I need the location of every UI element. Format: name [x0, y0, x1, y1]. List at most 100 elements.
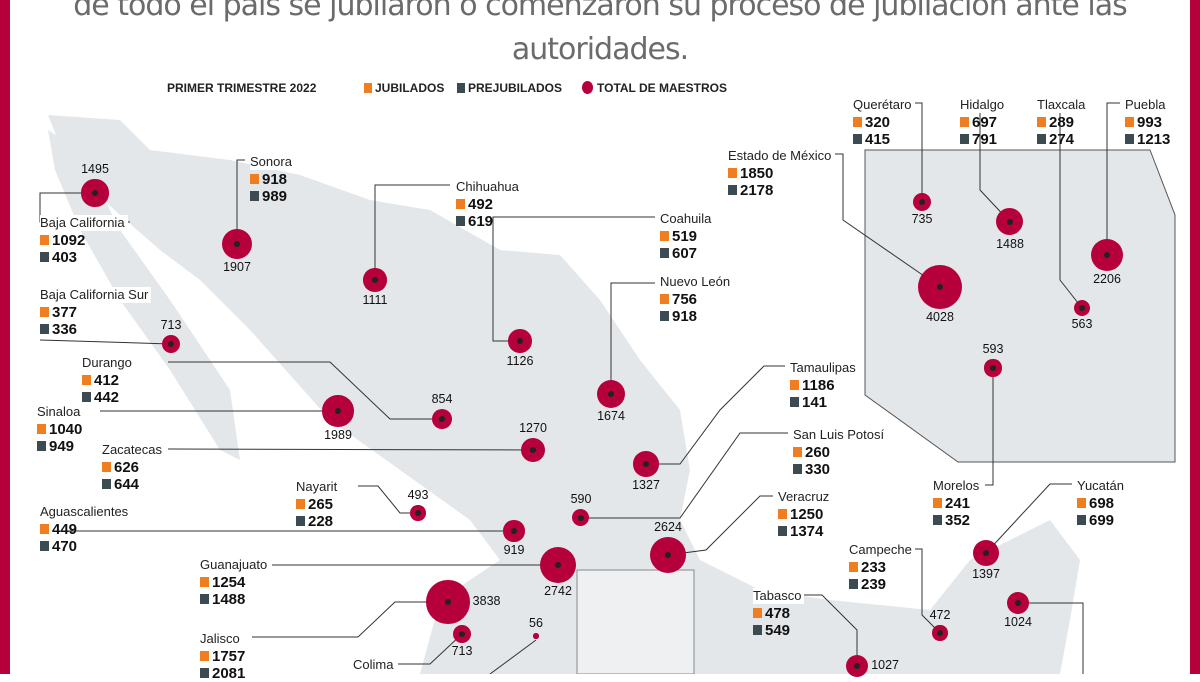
jubilados-count: 265 [308, 496, 334, 513]
prejubilados-value: 1488 [200, 591, 270, 608]
leader-line [374, 184, 450, 280]
bubble-center-dot [516, 337, 523, 344]
orange-square-icon [793, 447, 802, 457]
leader-line [398, 633, 463, 665]
orange-square-icon [40, 307, 49, 317]
total-value: 56 [529, 616, 543, 631]
orange-square-icon [853, 117, 862, 127]
gray-square-icon [40, 541, 49, 551]
state-name: Tamaulipas [790, 360, 859, 376]
total-bubble [912, 192, 932, 212]
leader-line [358, 485, 418, 514]
gray-square-icon [1077, 515, 1086, 525]
bubble-center-dot [642, 460, 649, 467]
prejubilados-count: 415 [865, 131, 891, 148]
total-bubble [533, 633, 539, 639]
state-name: Chihuahua [456, 179, 522, 195]
jubilados-value: 519 [660, 228, 714, 245]
total-bubble [322, 395, 354, 427]
state-label-campeche: Campeche 233 239 [849, 541, 915, 593]
legend-jubilados-label: JUBILADOS [375, 81, 445, 95]
gray-square-icon [778, 526, 787, 536]
orange-square-icon [1125, 117, 1134, 127]
prejubilados-count: 549 [765, 622, 791, 639]
prejubilados-count: 1488 [212, 591, 246, 608]
jubilados-value: 698 [1077, 495, 1127, 512]
legend-prejubilados-label: PREJUBILADOS [468, 81, 563, 95]
leader-line [489, 639, 537, 674]
state-name: Hidalgo [960, 97, 1008, 113]
leader-line [167, 448, 534, 451]
prejubilados-value: 415 [853, 131, 915, 148]
jubilados-value: 1186 [790, 377, 859, 394]
total-value: 1111 [362, 292, 388, 307]
jubilados-value: 478 [753, 605, 804, 622]
legend-jubilados: JUBILADOS [364, 81, 444, 95]
jubilados-value: 756 [660, 291, 733, 308]
orange-square-icon [296, 499, 305, 509]
state-label-chihuahua: Chihuahua 492 619 [456, 178, 522, 230]
total-bubble [572, 509, 590, 527]
state-name: Veracruz [778, 489, 833, 505]
prejubilados-value: 228 [296, 513, 340, 530]
orange-square-icon [778, 509, 787, 519]
state-label-durango: Durango 412 442 [82, 354, 135, 406]
bubble-center-dot [444, 598, 451, 605]
bubble-center-dot [458, 630, 465, 637]
leader-line [610, 282, 655, 394]
bubble-center-dot [936, 283, 943, 290]
orange-square-icon [849, 562, 858, 572]
jubilados-value: 289 [1037, 114, 1088, 131]
total-bubble [596, 379, 626, 409]
gray-square-icon [960, 134, 969, 144]
total-value: 1270 [519, 420, 547, 435]
state-label-coahuila: Coahuila 519 607 [660, 210, 715, 262]
state-label-sonora: Sonora 918 989 [250, 153, 295, 205]
leader-line [39, 339, 172, 345]
state-label-guanajuato: Guanajuato 1254 1488 [200, 556, 271, 608]
orange-square-icon [200, 577, 209, 587]
legend-total: TOTAL DE MAESTROS [582, 81, 727, 95]
prejubilados-count: 619 [468, 213, 494, 230]
jubilados-value: 1040 [37, 421, 83, 438]
total-bubble [221, 228, 253, 260]
state-label-tlaxcala: Tlaxcala 289 274 [1037, 96, 1089, 148]
total-value: 563 [1071, 317, 1093, 332]
state-name: Baja California Sur [40, 287, 152, 303]
bubble-center-dot [989, 364, 996, 371]
prejubilados-count: 239 [861, 576, 887, 593]
gray-square-icon [82, 392, 91, 402]
state-label-san-luis-potosi: San Luis Potosí 260 330 [793, 426, 888, 478]
prejubilados-value: 442 [82, 389, 135, 406]
orange-square-icon [40, 235, 49, 245]
total-value: 2742 [544, 584, 572, 599]
state-label-baja-california: Baja California 1092 403 [40, 214, 128, 266]
bubble-center-dot [438, 415, 445, 422]
total-value: 4028 [926, 310, 954, 325]
state-name: Jalisco [200, 631, 243, 647]
state-label-hidalgo: Hidalgo 697 791 [960, 96, 1008, 148]
bubble-center-dot [664, 551, 671, 558]
jubilados-count: 697 [972, 114, 998, 131]
prejubilados-count: 607 [672, 245, 698, 262]
bubble-center-dot [414, 509, 421, 516]
prejubilados-value: 470 [40, 538, 131, 555]
state-label-puebla: Puebla 993 1213 [1125, 96, 1170, 148]
bubble-center-dot [510, 527, 517, 534]
legend-prejubilados: PREJUBILADOS [457, 81, 562, 95]
orange-square-icon [790, 380, 799, 390]
prejubilados-value: 644 [102, 476, 165, 493]
prejubilados-value: 1213 [1125, 131, 1170, 148]
gray-square-icon [793, 464, 802, 474]
total-bubble [539, 546, 577, 584]
jubilados-value: 492 [456, 196, 522, 213]
jubilados-count: 626 [114, 459, 140, 476]
total-bubble [650, 537, 686, 573]
total-bubble [161, 334, 181, 354]
state-name: Sonora [250, 154, 295, 170]
state-label-zacatecas: Zacatecas 626 644 [102, 441, 165, 493]
prejubilados-count: 2178 [740, 182, 774, 199]
jubilados-count: 412 [94, 372, 120, 389]
total-value: 2206 [1093, 272, 1121, 287]
prejubilados-value: 619 [456, 213, 522, 230]
